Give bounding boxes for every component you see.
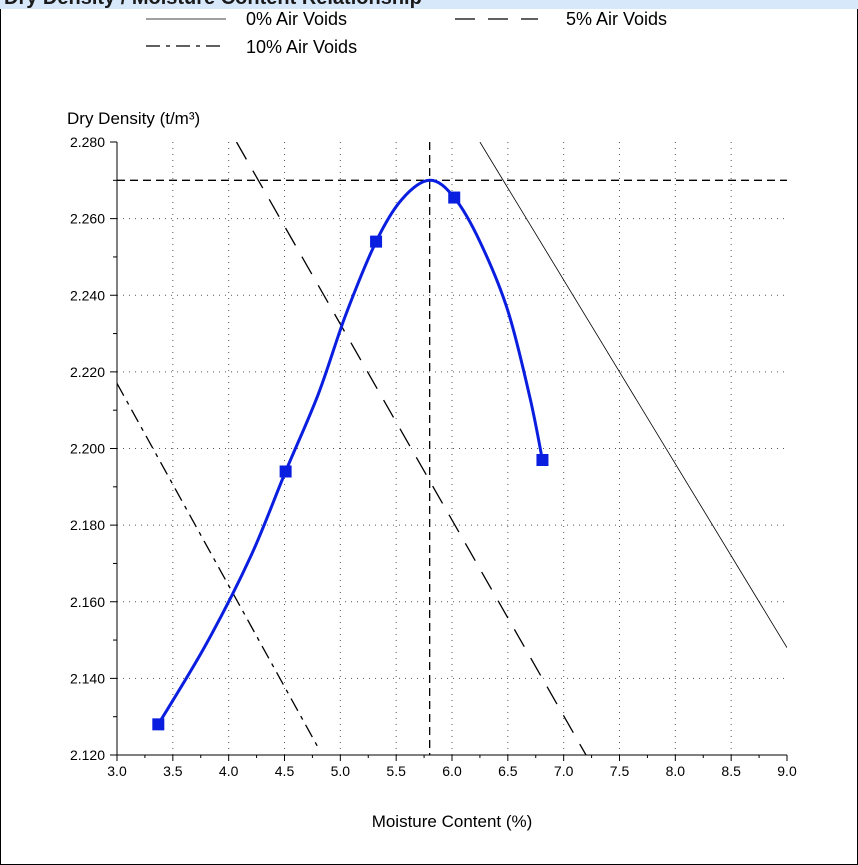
y-tick-label: 2.280 — [70, 134, 105, 150]
measured-point — [448, 191, 461, 204]
x-axis-title: Moisture Content (%) — [372, 812, 533, 831]
y-tick-label: 2.200 — [70, 441, 105, 457]
x-tick-label: 6.5 — [498, 763, 518, 779]
tick-labels: 3.0 3.5 4.0 4.5 5.0 5.5 6.0 6.5 7.0 7.5 8.0 8.5 9.0 2… — [70, 134, 797, 779]
measured-point — [370, 235, 383, 248]
title-strip: Dry Density / Moisture Content Relations… — [0, 0, 858, 9]
chart-title: Dry Density / Moisture Content Relations… — [4, 0, 422, 9]
y-tick-label: 2.260 — [70, 211, 105, 227]
measured-point — [536, 453, 549, 466]
x-tick-label: 5.0 — [331, 763, 351, 779]
data-points — [152, 191, 549, 731]
x-tick-label: 4.0 — [219, 763, 239, 779]
y-tick-label: 2.140 — [70, 670, 105, 686]
y-axis-title: Dry Density (t/m³) — [67, 109, 200, 128]
y-tick-label: 2.160 — [70, 594, 105, 610]
air-voids-line-2 — [117, 383, 319, 748]
legend-label-10pct: 10% Air Voids — [246, 37, 357, 57]
x-tick-label: 3.5 — [163, 763, 183, 779]
air-voids-line-1 — [235, 142, 587, 755]
x-tick-label: 8.0 — [666, 763, 686, 779]
legend-label-5pct: 5% Air Voids — [566, 9, 667, 29]
measured-point — [152, 718, 165, 731]
x-tick-label: 5.5 — [386, 763, 406, 779]
y-tick-label: 2.120 — [70, 747, 105, 763]
compaction-curve — [157, 178, 544, 726]
x-tick-label: 3.0 — [107, 763, 127, 779]
legend-label-0pct: 0% Air Voids — [246, 9, 347, 29]
x-tick-label: 4.5 — [275, 763, 295, 779]
legend: 0% Air Voids 5% Air Voids 10% Air Voids — [146, 9, 667, 57]
axes — [110, 141, 788, 761]
x-tick-label: 6.0 — [442, 763, 462, 779]
y-tick-label: 2.240 — [70, 287, 105, 303]
grid — [117, 142, 787, 755]
x-tick-label: 8.5 — [721, 763, 741, 779]
x-tick-label: 9.0 — [777, 763, 797, 779]
air-voids-line-0 — [479, 142, 787, 648]
measured-point — [279, 465, 292, 478]
y-tick-label: 2.220 — [70, 364, 105, 380]
x-tick-label: 7.5 — [610, 763, 630, 779]
y-tick-label: 2.180 — [70, 517, 105, 533]
x-tick-label: 7.0 — [554, 763, 574, 779]
